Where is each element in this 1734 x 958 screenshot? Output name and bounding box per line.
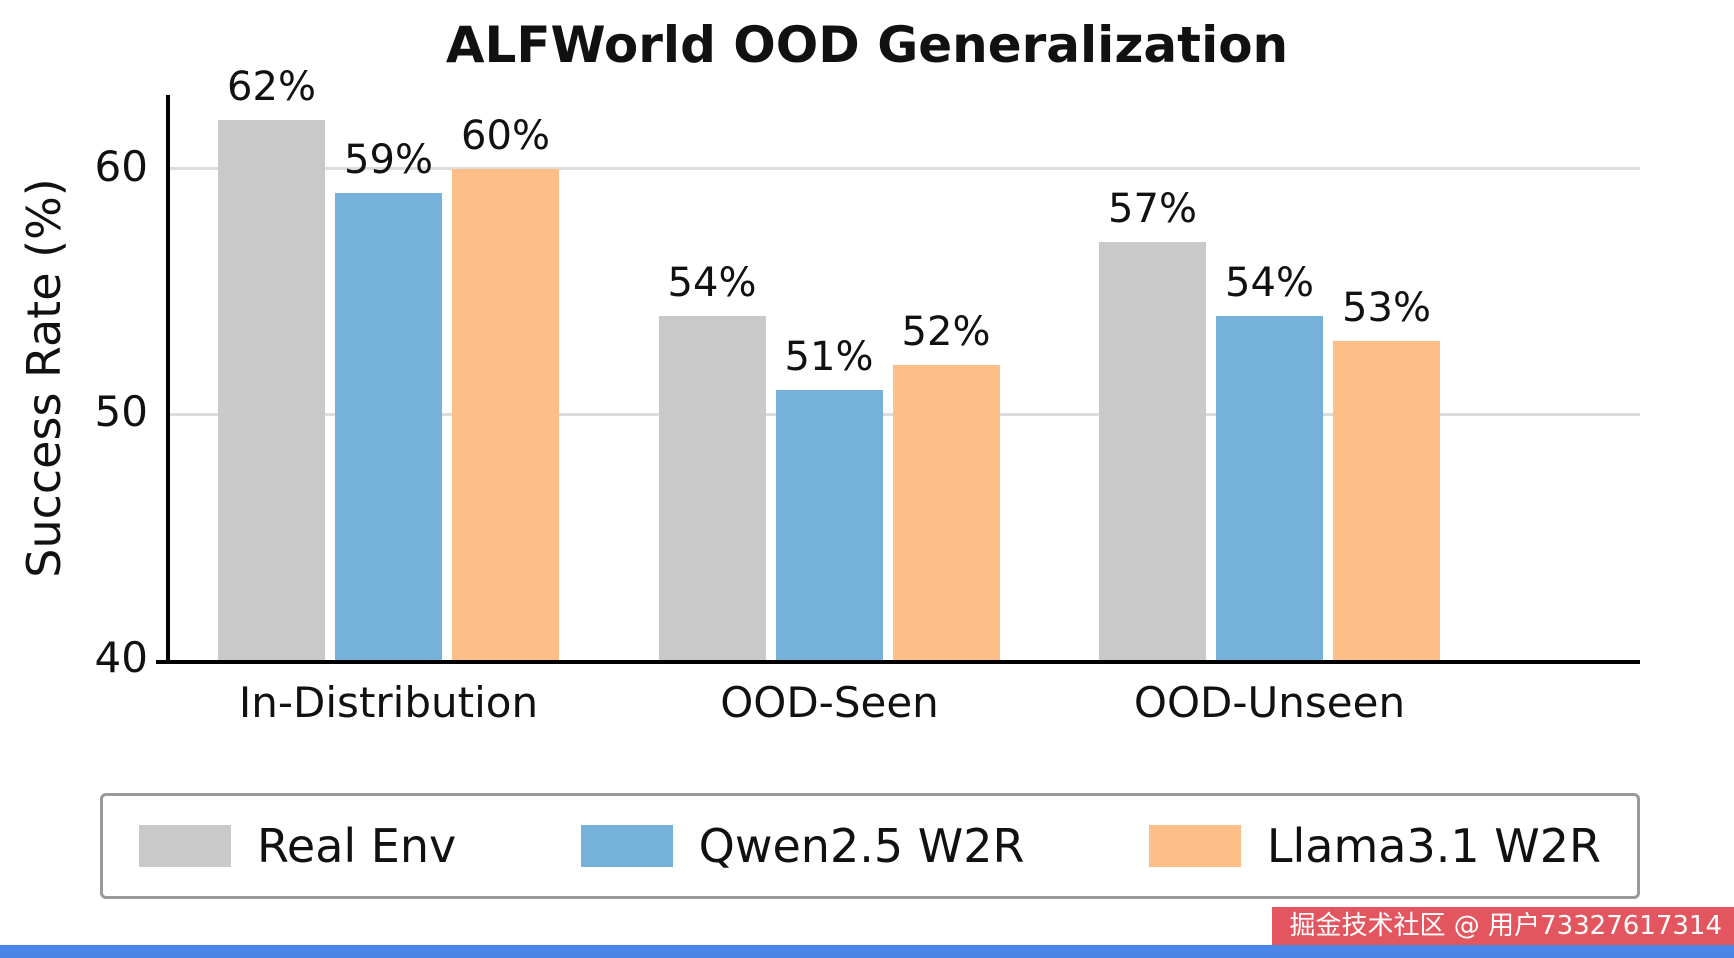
legend-label: Real Env xyxy=(257,819,457,873)
bar-value-label: 60% xyxy=(461,113,550,159)
bar-llama3-1-w2r-ood-seen: 52% xyxy=(892,309,1000,660)
bar-group-in-distribution: 62% 59% 60% xyxy=(218,64,559,660)
bottom-blue-strip xyxy=(0,945,1734,958)
legend-swatch-qwen2-5-w2r xyxy=(580,825,673,867)
x-tick-label-ood-unseen: OOD-Unseen xyxy=(1133,678,1406,727)
legend-item-qwen2-5-w2r: Qwen2.5 W2R xyxy=(580,819,1025,873)
bars-container: 62% 59% 60% 54% 51% 52% 57% 54% 53% xyxy=(170,64,1640,660)
y-axis-label: Success Rate (%) xyxy=(17,178,71,578)
legend: Real Env Qwen2.5 W2R Llama3.1 W2R xyxy=(100,793,1640,899)
bar-llama3-1-w2r-ood-unseen: 53% xyxy=(1333,285,1440,660)
bar-real-env-ood-unseen: 57% xyxy=(1099,186,1206,660)
x-tick-label-in-distribution: In-Distribution xyxy=(238,678,539,727)
bar-real-env-ood-seen: 54% xyxy=(658,260,766,660)
y-axis-line xyxy=(166,95,170,664)
bar-value-label: 59% xyxy=(344,137,433,183)
legend-label: Llama3.1 W2R xyxy=(1266,819,1601,873)
legend-item-real-env: Real Env xyxy=(139,819,456,873)
watermark: 掘金技术社区 @ 用户73327617314 xyxy=(1271,907,1734,945)
x-axis-line xyxy=(156,660,1640,664)
y-tick-label-60: 60 xyxy=(94,141,148,191)
legend-swatch-real-env xyxy=(139,825,231,867)
y-tick-label-50: 50 xyxy=(94,387,148,437)
bar-value-label: 51% xyxy=(784,334,874,380)
bar-value-label: 53% xyxy=(1342,285,1431,331)
bar-group-ood-unseen: 57% 54% 53% xyxy=(1099,186,1440,660)
bar-real-env-in-distribution: 62% xyxy=(218,64,325,660)
bar-value-label: 54% xyxy=(1225,260,1314,306)
legend-label: Qwen2.5 W2R xyxy=(698,819,1025,873)
watermark-text: 掘金技术社区 @ 用户73327617314 xyxy=(1289,911,1723,941)
bar-qwen2-5-w2r-ood-seen: 51% xyxy=(775,334,883,660)
bar-qwen2-5-w2r-ood-unseen: 54% xyxy=(1216,260,1323,660)
legend-item-llama3-1-w2r: Llama3.1 W2R xyxy=(1148,819,1601,873)
y-tick-label-40: 40 xyxy=(94,633,148,682)
bar-value-label: 52% xyxy=(901,309,991,355)
bar-group-ood-seen: 54% 51% 52% xyxy=(658,260,1000,660)
x-tick-label-ood-seen: OOD-Seen xyxy=(720,678,939,727)
gridline-60 xyxy=(170,167,1640,171)
bar-value-label: 54% xyxy=(667,260,757,306)
bar-qwen2-5-w2r-in-distribution: 59% xyxy=(335,137,442,660)
bar-llama3-1-w2r-in-distribution: 60% xyxy=(452,113,559,660)
bar-value-label: 57% xyxy=(1108,186,1197,232)
chart-title: ALFWorld OOD Generalization xyxy=(445,16,1289,74)
bar-value-label: 62% xyxy=(227,64,316,110)
plot-area: 62% 59% 60% 54% 51% 52% 57% 54% 53% xyxy=(156,64,1640,664)
legend-swatch-llama3-1-w2r xyxy=(1148,825,1241,867)
